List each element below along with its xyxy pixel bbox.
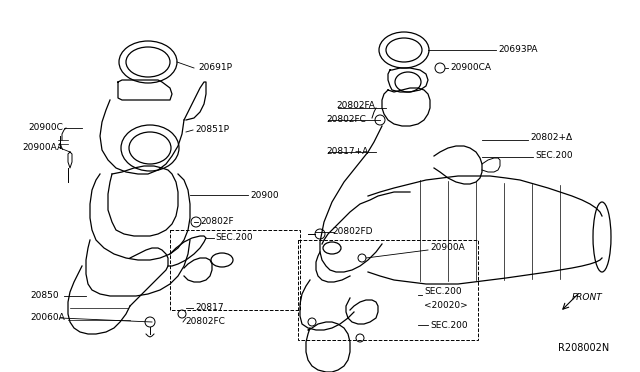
- Text: 20817: 20817: [195, 304, 223, 312]
- Text: 20802+Δ: 20802+Δ: [530, 134, 572, 142]
- Text: R208002N: R208002N: [558, 343, 609, 353]
- Text: 20900C: 20900C: [28, 124, 63, 132]
- Text: 20691P: 20691P: [198, 64, 232, 73]
- Text: <20020>: <20020>: [424, 301, 468, 310]
- Text: 20900CA: 20900CA: [450, 64, 491, 73]
- Text: 20900A: 20900A: [430, 244, 465, 253]
- Text: 20802F: 20802F: [200, 218, 234, 227]
- Text: 20900: 20900: [250, 190, 278, 199]
- Text: 20851P: 20851P: [195, 125, 229, 135]
- Text: SEC.200: SEC.200: [215, 234, 253, 243]
- Text: 20693PA: 20693PA: [498, 45, 538, 55]
- Text: 20850: 20850: [30, 292, 59, 301]
- Text: 20802FA: 20802FA: [336, 100, 375, 109]
- Text: 20900AA: 20900AA: [22, 144, 63, 153]
- Text: FRONT: FRONT: [572, 294, 603, 302]
- Text: SEC.200: SEC.200: [424, 288, 461, 296]
- Text: 20060A: 20060A: [30, 314, 65, 323]
- Text: 20817+A: 20817+A: [326, 148, 368, 157]
- Text: SEC.200: SEC.200: [430, 321, 468, 330]
- Text: 20802FC: 20802FC: [326, 115, 366, 125]
- Text: 20802FD: 20802FD: [332, 228, 372, 237]
- Text: SEC.200: SEC.200: [535, 151, 573, 160]
- Text: 20802FC: 20802FC: [185, 317, 225, 327]
